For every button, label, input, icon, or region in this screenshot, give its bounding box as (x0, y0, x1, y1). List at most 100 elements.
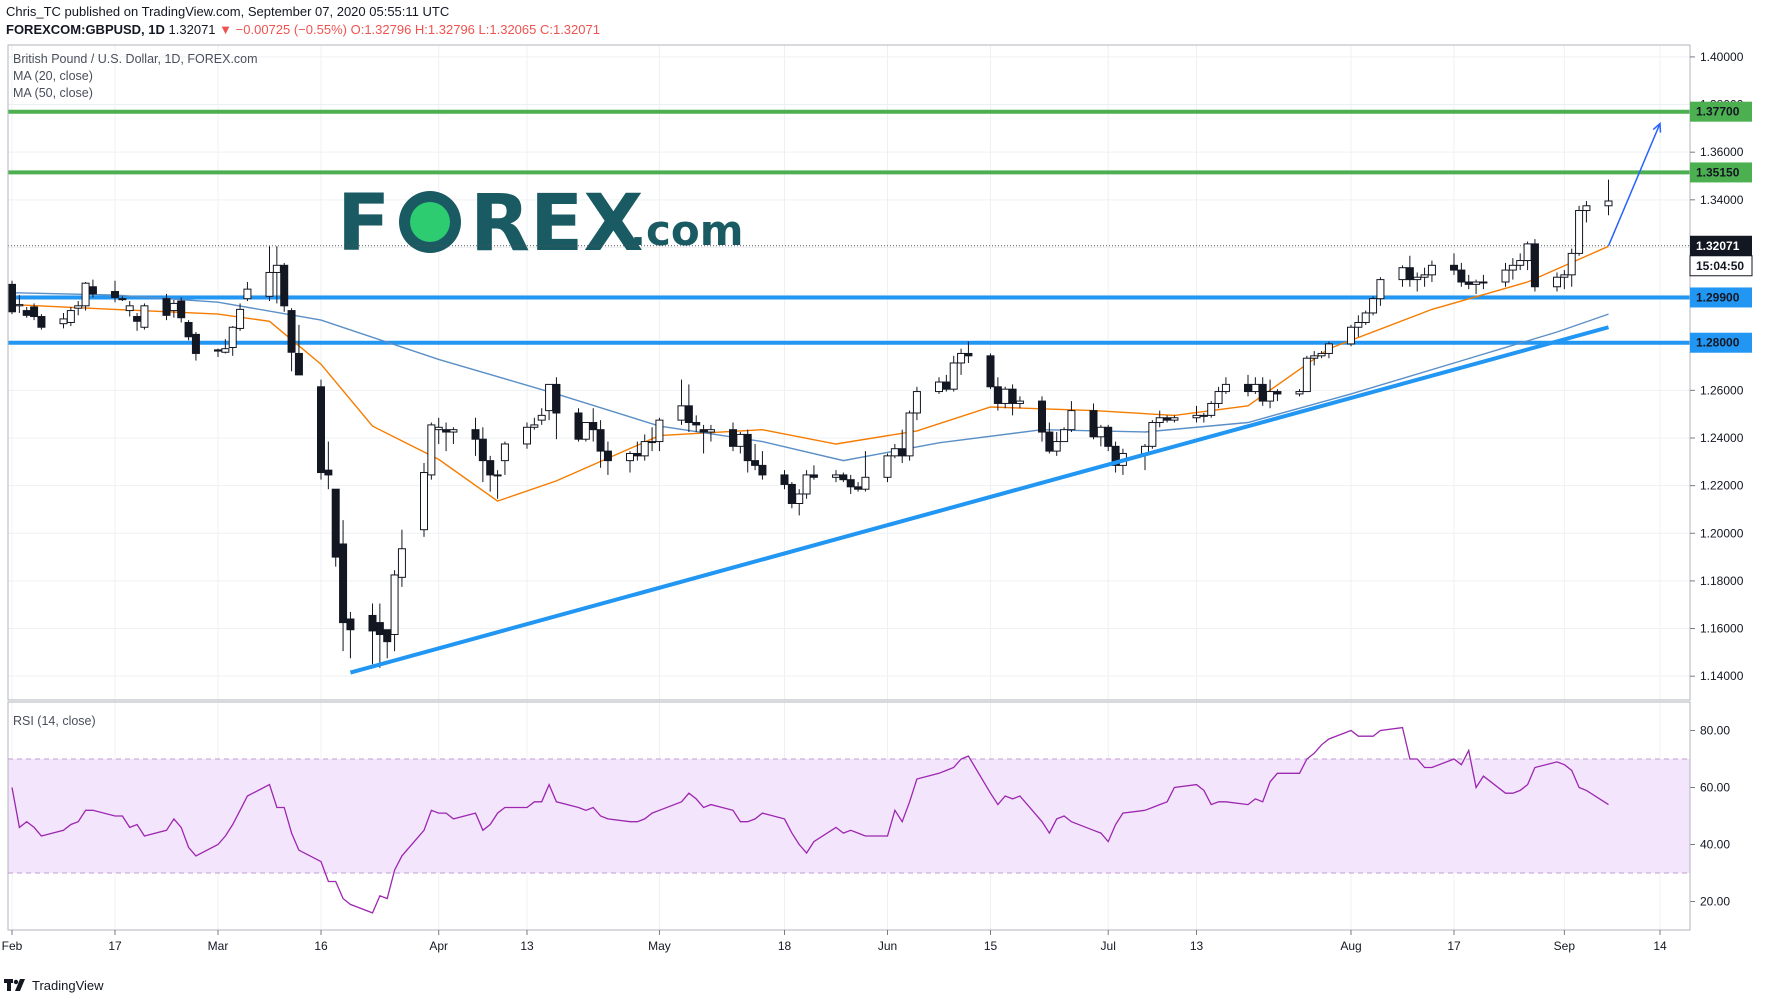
x-tick-label: 17 (1447, 939, 1461, 953)
candle (1523, 241, 1532, 271)
candle (905, 410, 914, 461)
candle-body-up (1207, 402, 1216, 416)
candle-body-down (287, 310, 296, 353)
candle-body-up (935, 381, 943, 393)
candle (986, 353, 995, 390)
projection-arrow-line (1607, 123, 1661, 247)
candle (191, 332, 200, 361)
candle (331, 488, 340, 567)
main-pane-border (7, 44, 1691, 701)
change-arrow-icon: ▼ (219, 22, 233, 37)
candle-body-down (809, 474, 818, 478)
rsi-tick-label: 80.00 (1700, 724, 1730, 738)
x-tick-label: 14 (1653, 939, 1667, 953)
candle-body-down (317, 386, 325, 474)
candle-body-down (383, 629, 392, 643)
candle (442, 422, 451, 452)
candle-body-up (1361, 312, 1370, 323)
candle-body-down (1089, 410, 1098, 438)
candle-body-down (986, 355, 995, 388)
candle-body-down (1045, 431, 1054, 452)
candle-body-up (1479, 281, 1488, 284)
candle-body-down (854, 486, 863, 490)
candle (898, 429, 907, 464)
candle-body-down (22, 310, 31, 316)
candle (118, 296, 127, 302)
candle-body-up (648, 441, 657, 444)
candle-body-down (751, 460, 760, 466)
candle-body-down (692, 422, 701, 426)
candle (861, 451, 870, 492)
candle-body-down (184, 321, 193, 338)
x-tick-label: 15 (984, 939, 998, 953)
x-tick-label: 18 (778, 939, 792, 953)
candle-body-up (236, 308, 245, 329)
x-tick-label: May (648, 939, 671, 953)
candle-body-up (1052, 441, 1061, 452)
candle (640, 434, 649, 461)
candle (890, 443, 899, 459)
candle-body-down (1244, 383, 1252, 393)
y-tick-label: 1.20000 (1700, 526, 1744, 540)
candle-body-down (294, 352, 303, 376)
candle (1192, 405, 1201, 423)
candle (471, 417, 480, 456)
level-price-tag (1690, 101, 1752, 122)
candle (912, 386, 921, 421)
countdown-tag (1689, 255, 1753, 277)
candle (140, 303, 149, 330)
tradingview-footer[interactable]: TradingView (4, 978, 104, 993)
candle (1420, 267, 1429, 287)
candle (427, 422, 436, 480)
horizontal-levels[interactable] (8, 109, 1690, 345)
candle-body-down (442, 429, 451, 433)
rsi-legend: RSI (14, close) (13, 714, 96, 728)
candle (228, 326, 237, 356)
level-price-label: 1.28000 (1696, 336, 1740, 350)
candle-body-up (449, 429, 458, 433)
ascending-trendline (349, 325, 1610, 675)
candle-body-down (1163, 417, 1172, 421)
candle (935, 377, 943, 394)
candle (993, 377, 1002, 411)
candle-body-up (1347, 326, 1355, 345)
candle (1008, 384, 1017, 416)
candle-body-up (1302, 357, 1311, 393)
candle (420, 463, 428, 537)
candle-body-up (1170, 417, 1179, 421)
candle (552, 377, 561, 440)
candle-body-up (912, 391, 921, 414)
candle-body-up (434, 426, 443, 431)
candle (125, 301, 134, 317)
trendlines[interactable] (349, 122, 1662, 675)
candle (1214, 386, 1223, 409)
candle (1096, 424, 1105, 447)
candle (758, 451, 767, 480)
candle (1398, 265, 1407, 287)
candle-body-up (66, 310, 75, 323)
candle-body-up (1060, 429, 1069, 443)
candle (324, 441, 333, 490)
candle (1163, 415, 1172, 423)
candle (1155, 410, 1164, 428)
candle-body-down (1405, 267, 1414, 281)
candle (1369, 296, 1378, 316)
candle (74, 301, 83, 316)
rsi-tick-label: 40.00 (1700, 838, 1730, 852)
candle-body-up (1501, 269, 1510, 283)
candle (1405, 255, 1414, 287)
candle-body-up (1324, 343, 1333, 354)
candle-body-up (1148, 422, 1157, 447)
candle (523, 422, 531, 449)
candle-body-down (1464, 281, 1473, 285)
candle (478, 427, 487, 483)
candle-body-down (1038, 400, 1046, 433)
y-tick-label: 1.16000 (1700, 622, 1744, 636)
candle-body-down (1008, 388, 1017, 404)
candle (684, 384, 693, 433)
candle (530, 417, 539, 430)
candle-body-down (486, 460, 495, 476)
candle (1170, 415, 1179, 423)
x-tick-label: Mar (208, 939, 229, 953)
